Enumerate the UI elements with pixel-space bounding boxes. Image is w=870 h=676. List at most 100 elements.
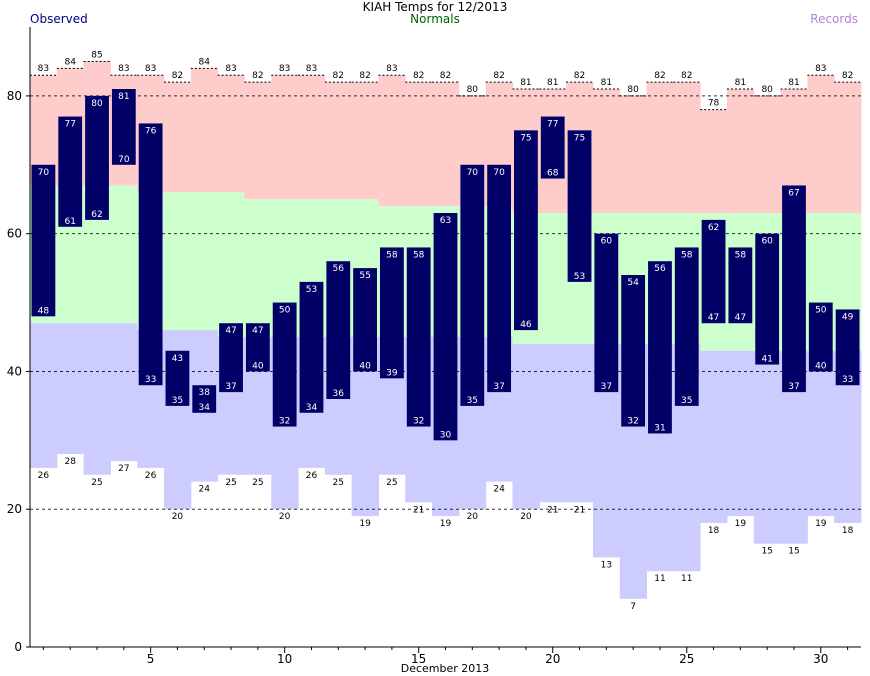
record-low-label: 28 xyxy=(64,457,76,467)
observed-low-label: 35 xyxy=(172,396,183,406)
y-tick-label: 40 xyxy=(7,364,22,378)
record-high-label: 83 xyxy=(279,64,290,74)
observed-high-label: 60 xyxy=(761,237,773,247)
record-low-label: 19 xyxy=(815,519,827,529)
observed-high-label: 63 xyxy=(440,216,451,226)
observed-bar xyxy=(540,116,565,179)
observed-low-label: 68 xyxy=(547,169,559,179)
record-low-band xyxy=(539,343,567,503)
record-low-label: 18 xyxy=(842,526,854,536)
observed-low-label: 62 xyxy=(91,210,102,220)
observed-high-label: 50 xyxy=(279,306,291,316)
observed-bar xyxy=(701,219,726,324)
x-tick-label: 30 xyxy=(813,652,828,666)
record-high-label: 80 xyxy=(761,85,773,95)
observed-bar xyxy=(755,233,780,365)
record-low-band xyxy=(83,323,111,475)
observed-high-label: 58 xyxy=(413,250,425,260)
record-low-label: 18 xyxy=(708,526,720,536)
record-high-band xyxy=(834,82,862,213)
observed-high-label: 67 xyxy=(788,188,799,198)
legend-normals: Normals xyxy=(410,12,460,26)
observed-bar xyxy=(219,323,243,393)
observed-low-label: 47 xyxy=(735,313,746,323)
observed-bar xyxy=(138,123,163,386)
observed-low-label: 40 xyxy=(815,361,827,371)
observed-high-label: 77 xyxy=(64,120,75,130)
record-low-label: 26 xyxy=(38,471,50,481)
record-low-label: 11 xyxy=(654,574,665,584)
record-high-band xyxy=(753,95,782,213)
observed-high-label: 70 xyxy=(38,168,50,178)
record-low-label: 15 xyxy=(761,547,772,557)
record-low-label: 20 xyxy=(467,512,479,522)
record-low-label: 21 xyxy=(574,505,585,515)
record-high-label: 84 xyxy=(64,57,76,67)
record-high-label: 82 xyxy=(359,71,370,81)
observed-high-label: 49 xyxy=(842,312,854,322)
record-high-label: 82 xyxy=(413,71,424,81)
observed-bar xyxy=(165,350,190,406)
record-low-band xyxy=(566,343,594,503)
observed-bar xyxy=(648,261,672,434)
record-low-label: 20 xyxy=(172,512,184,522)
record-low-label: 19 xyxy=(359,519,371,529)
record-low-label: 20 xyxy=(520,512,532,522)
observed-high-label: 43 xyxy=(172,354,183,364)
observed-bar xyxy=(85,95,109,220)
observed-low-label: 41 xyxy=(761,355,772,365)
observed-bar xyxy=(594,233,619,393)
observed-low-label: 32 xyxy=(279,417,290,427)
record-high-band xyxy=(807,75,835,213)
observed-low-label: 48 xyxy=(38,306,50,316)
observed-bar xyxy=(379,247,404,379)
observed-high-label: 75 xyxy=(520,133,531,143)
observed-bar xyxy=(326,261,351,399)
observed-bar xyxy=(406,247,431,427)
record-low-label: 26 xyxy=(306,471,318,481)
record-high-label: 80 xyxy=(467,85,479,95)
observed-bar xyxy=(674,247,699,406)
observed-high-label: 58 xyxy=(681,250,693,260)
record-high-label: 83 xyxy=(225,64,236,74)
record-low-label: 24 xyxy=(199,485,211,495)
record-high-label: 84 xyxy=(199,57,211,67)
observed-high-label: 58 xyxy=(386,250,398,260)
record-low-label: 25 xyxy=(252,478,263,488)
record-low-band xyxy=(110,323,138,461)
record-high-label: 80 xyxy=(627,85,639,95)
observed-low-label: 37 xyxy=(225,382,236,392)
record-high-label: 82 xyxy=(654,71,665,81)
record-high-label: 82 xyxy=(440,71,451,81)
record-high-band xyxy=(244,82,272,200)
record-low-label: 25 xyxy=(386,478,397,488)
record-high-label: 83 xyxy=(118,64,129,74)
observed-bar xyxy=(192,385,217,413)
record-low-band xyxy=(512,343,540,510)
observed-high-label: 50 xyxy=(815,306,827,316)
record-low-label: 20 xyxy=(279,512,291,522)
x-tick-label: 10 xyxy=(277,652,292,666)
observed-high-label: 53 xyxy=(306,285,317,295)
normal-range-band xyxy=(244,199,272,337)
record-high-band xyxy=(378,75,406,207)
record-low-label: 24 xyxy=(493,485,505,495)
record-high-label: 78 xyxy=(708,99,720,109)
record-high-band xyxy=(190,68,219,193)
x-tick-label: 15 xyxy=(411,652,426,666)
record-high-band xyxy=(673,82,701,213)
record-high-label: 83 xyxy=(145,64,156,74)
observed-bar xyxy=(111,89,136,165)
observed-high-label: 38 xyxy=(199,388,211,398)
record-low-band xyxy=(30,323,58,468)
y-tick-label: 20 xyxy=(7,502,22,516)
observed-high-label: 75 xyxy=(574,133,585,143)
record-high-label: 81 xyxy=(547,78,558,88)
record-high-band xyxy=(351,82,379,200)
observed-high-label: 56 xyxy=(333,264,345,274)
observed-low-label: 36 xyxy=(333,389,345,399)
record-low-label: 7 xyxy=(630,602,636,612)
observed-low-label: 39 xyxy=(386,368,398,378)
normal-range-band xyxy=(217,192,245,337)
